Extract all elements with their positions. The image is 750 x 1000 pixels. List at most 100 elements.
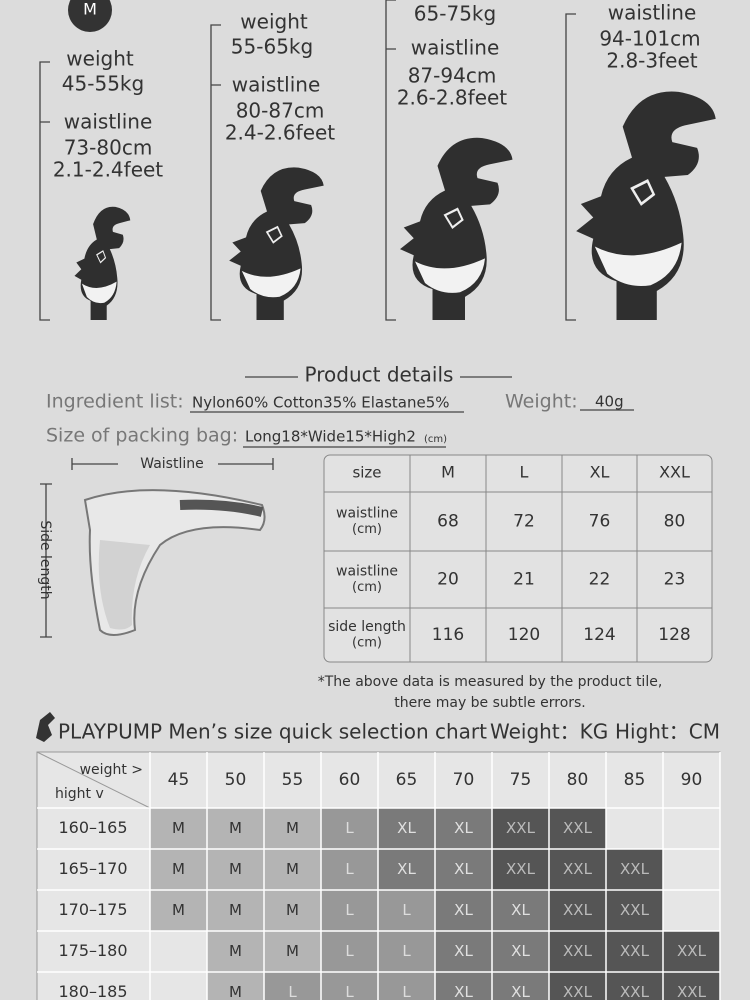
label: weight: [240, 10, 308, 34]
measure-lines: [40, 458, 274, 638]
label: Weight:: [505, 391, 578, 413]
size-cell: [492, 808, 549, 849]
size-text: XL: [511, 901, 530, 919]
value: Long18*Wide15*High2: [245, 428, 416, 446]
size-text: L: [288, 983, 297, 1000]
label: waistline: [64, 110, 153, 134]
value: 65-75kg: [414, 2, 496, 26]
size-text: M: [286, 819, 299, 837]
label: Size of packing bag:: [46, 425, 238, 447]
size-cell: [150, 808, 207, 849]
size-cell: [606, 849, 663, 890]
cell-value: 120: [508, 625, 540, 645]
size-letter: M: [83, 0, 97, 19]
size-cell: [207, 849, 264, 890]
value: 55-65kg: [231, 35, 313, 59]
weight-header: 75: [510, 770, 532, 790]
weight-header: 65: [396, 770, 418, 790]
size-text: L: [345, 942, 354, 960]
size-cell: [549, 931, 606, 972]
row-label: waistline: [336, 564, 398, 580]
value: 2.6-2.8feet: [397, 86, 507, 110]
size-cell: [606, 890, 663, 931]
size-text: M: [229, 819, 242, 837]
size-cell: [492, 972, 549, 1000]
value: 2.1-2.4feet: [53, 158, 163, 182]
size-text: M: [229, 860, 242, 878]
size-cell: [435, 931, 492, 972]
value: 2.4-2.6feet: [225, 121, 335, 145]
height-label: 160–165: [58, 818, 127, 837]
cell-value: 124: [583, 625, 615, 645]
size-cell: [378, 890, 435, 931]
size-cell: [435, 972, 492, 1000]
dinosaurs: [73, 90, 718, 320]
unit-label: Weight：KG: [490, 720, 608, 744]
size-cell: [549, 972, 606, 1000]
size-text: M: [172, 860, 185, 878]
chart-title: PLAYPUMP Men’s size quick selection char…: [58, 720, 487, 744]
weight-header: 45: [168, 770, 190, 790]
value: 73-80cm: [64, 136, 153, 160]
size-cell: [321, 890, 378, 931]
size-text: XXL: [563, 983, 593, 1000]
size-badge: [68, 0, 112, 32]
cell-value: 80: [664, 512, 686, 532]
size-text: L: [345, 901, 354, 919]
size-text: XXL: [620, 860, 650, 878]
cell-value: 20: [437, 570, 459, 590]
value: 40g: [595, 393, 624, 411]
size-text: XL: [454, 819, 473, 837]
height-label: 180–185: [58, 982, 127, 1000]
size-cell: [492, 931, 549, 972]
size-cell: [264, 931, 321, 972]
size-text: XXL: [563, 901, 593, 919]
product-image: [83, 489, 266, 636]
size-text: XXL: [677, 942, 707, 960]
cell-value: 72: [513, 512, 535, 532]
header-cell: M: [441, 463, 455, 482]
row-label: side length: [328, 619, 406, 635]
height-label: 170–175: [58, 900, 127, 919]
size-text: L: [402, 942, 411, 960]
size-text: M: [229, 901, 242, 919]
size-cell: [663, 972, 720, 1000]
logo: [36, 712, 55, 742]
cell-value: 22: [589, 570, 611, 590]
size-text: M: [229, 942, 242, 960]
size-text: XXL: [620, 983, 650, 1000]
measure-label: Side length: [37, 520, 53, 599]
section-title: Product details: [305, 363, 454, 387]
size-cell: [549, 808, 606, 849]
size-text: XXL: [677, 983, 707, 1000]
underline: [190, 409, 634, 448]
size-text: XXL: [563, 860, 593, 878]
size-text: XXL: [563, 819, 593, 837]
size-text: XXL: [620, 901, 650, 919]
size-text: XXL: [620, 942, 650, 960]
size-text: XXL: [506, 860, 536, 878]
size-cell: [492, 890, 549, 931]
row-unit: (cm): [352, 580, 382, 595]
size-text: M: [286, 942, 299, 960]
size-text: XL: [397, 819, 416, 837]
size-text: L: [402, 901, 411, 919]
corner-label: hight v: [55, 786, 104, 802]
cell-value: 23: [664, 570, 686, 590]
size-text: M: [229, 983, 242, 1000]
size-text: XXL: [563, 942, 593, 960]
quick-chart: weight > hight v 45 50 55 60 65 70 75 80 85 90 160–1…: [36, 751, 721, 1000]
size-text: M: [172, 901, 185, 919]
size-cell: [207, 972, 264, 1000]
size-cell: [606, 931, 663, 972]
header-cell: L: [520, 463, 529, 482]
size-cell: [207, 890, 264, 931]
cell-value: 116: [432, 625, 464, 645]
size-text: M: [286, 860, 299, 878]
value: Nylon60% Cotton35% Elastane5%: [192, 394, 450, 412]
size-text: XL: [454, 942, 473, 960]
size-cell: [492, 849, 549, 890]
label: Ingredient list:: [46, 391, 184, 413]
